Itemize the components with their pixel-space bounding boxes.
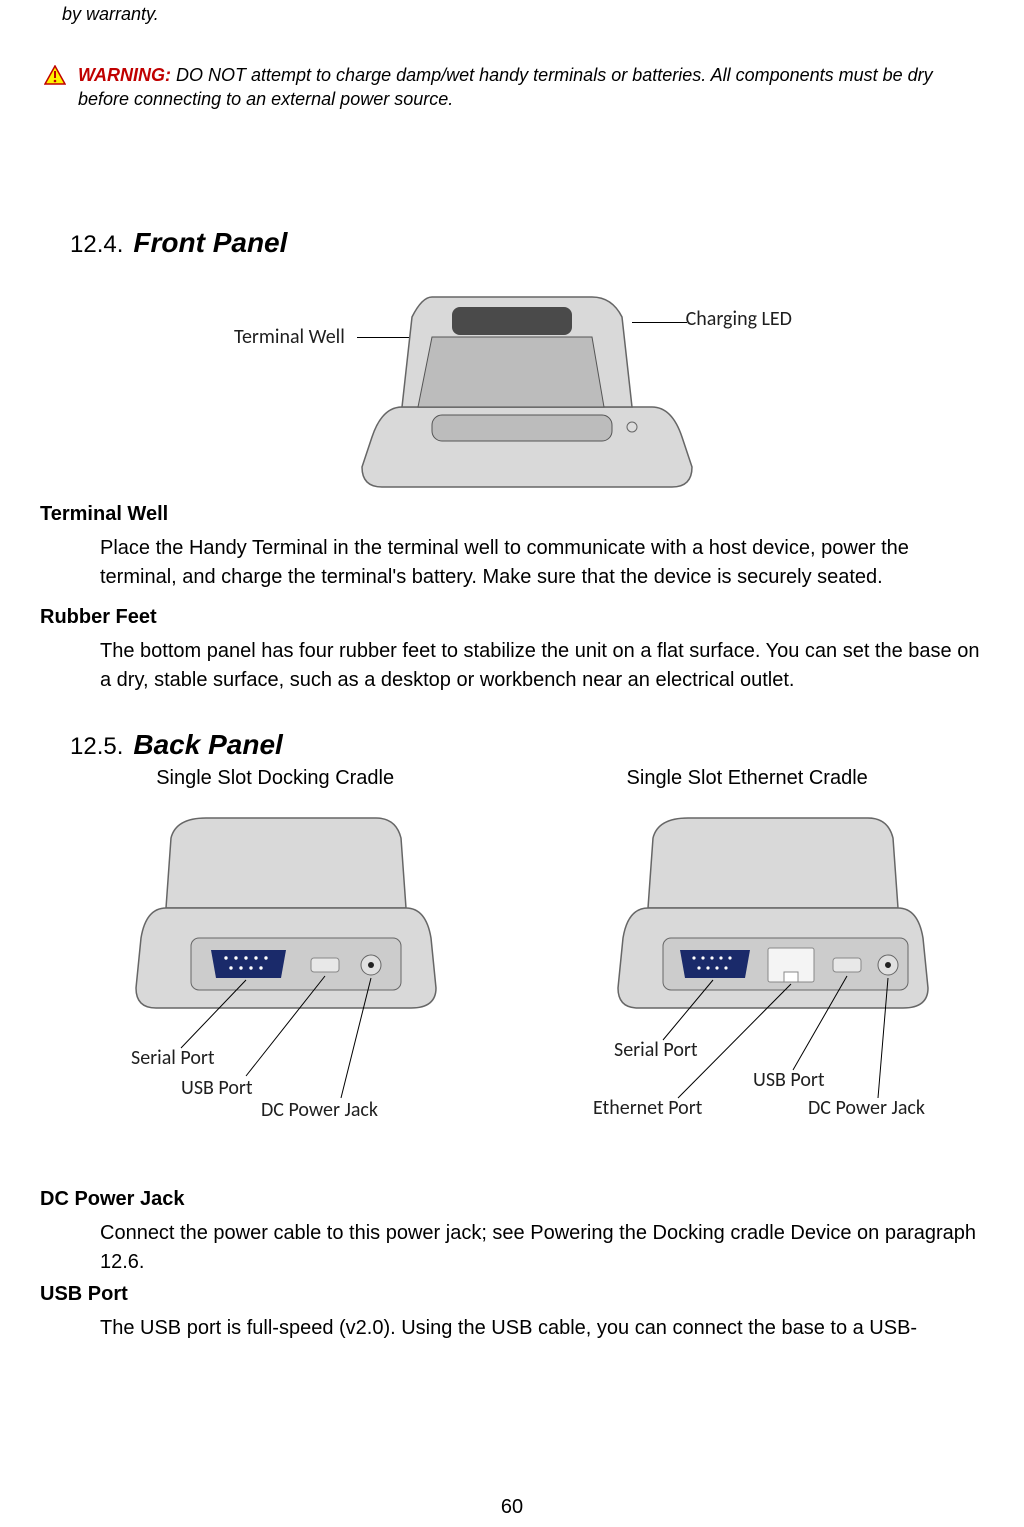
back-fig-docking: Serial Port USB Port DC Power Jack (96, 808, 456, 1128)
section-heading-back: 12.5. Back Panel (70, 729, 984, 761)
section-heading-front: 12.4. Front Panel (70, 227, 984, 259)
label-serial-port-left: Serial Port (131, 1046, 215, 1070)
subhead-usb-port: USB Port (40, 1283, 984, 1306)
label-dc-power-left: DC Power Jack (261, 1098, 378, 1122)
warning-icon (44, 65, 66, 90)
subhead-dc-power: DC Power Jack (40, 1188, 984, 1211)
page-number: 60 (0, 1496, 1024, 1519)
section-number-back: 12.5. (70, 733, 123, 761)
label-usb-port-left: USB Port (181, 1076, 253, 1100)
warning-body: DO NOT attempt to charge damp/wet handy … (78, 65, 933, 109)
back-fig-ethernet: Serial Port Ethernet Port USB Port DC Po… (568, 808, 928, 1128)
label-serial-port-right: Serial Port (614, 1038, 698, 1062)
para-usb-port: The USB port is full-speed (v2.0). Using… (100, 1314, 984, 1343)
para-rubber-feet: The bottom panel has four rubber feet to… (100, 637, 984, 695)
back-panel-figures: Serial Port USB Port DC Power Jack (40, 808, 984, 1128)
warning-keyword: WARNING: (78, 65, 171, 85)
section-number-front: 12.4. (70, 231, 123, 259)
para-terminal-well: Place the Handy Terminal in the terminal… (100, 534, 984, 592)
warning-text: WARNING: DO NOT attempt to charge damp/w… (78, 63, 984, 112)
caption-ethernet-cradle: Single Slot Ethernet Cradle (627, 767, 868, 790)
subhead-rubber-feet: Rubber Feet (40, 606, 984, 629)
subhead-terminal-well: Terminal Well (40, 503, 984, 526)
front-panel-cradle-drawing: Terminal Well Charging LED (232, 267, 792, 497)
label-ethernet-port: Ethernet Port (593, 1096, 702, 1120)
section-title-back: Back Panel (133, 729, 282, 761)
para-dc-power: Connect the power cable to this power ja… (100, 1219, 984, 1277)
warning-block: WARNING: DO NOT attempt to charge damp/w… (44, 63, 984, 112)
label-dc-power-right: DC Power Jack (808, 1096, 925, 1120)
front-panel-figure: Terminal Well Charging LED (40, 267, 984, 497)
section-title-front: Front Panel (133, 227, 287, 259)
warranty-tail-text: by warranty. (62, 4, 984, 25)
label-usb-port-right: USB Port (753, 1068, 825, 1092)
back-panel-captions: Single Slot Docking Cradle Single Slot E… (40, 767, 984, 790)
caption-dock-cradle: Single Slot Docking Cradle (156, 767, 394, 790)
